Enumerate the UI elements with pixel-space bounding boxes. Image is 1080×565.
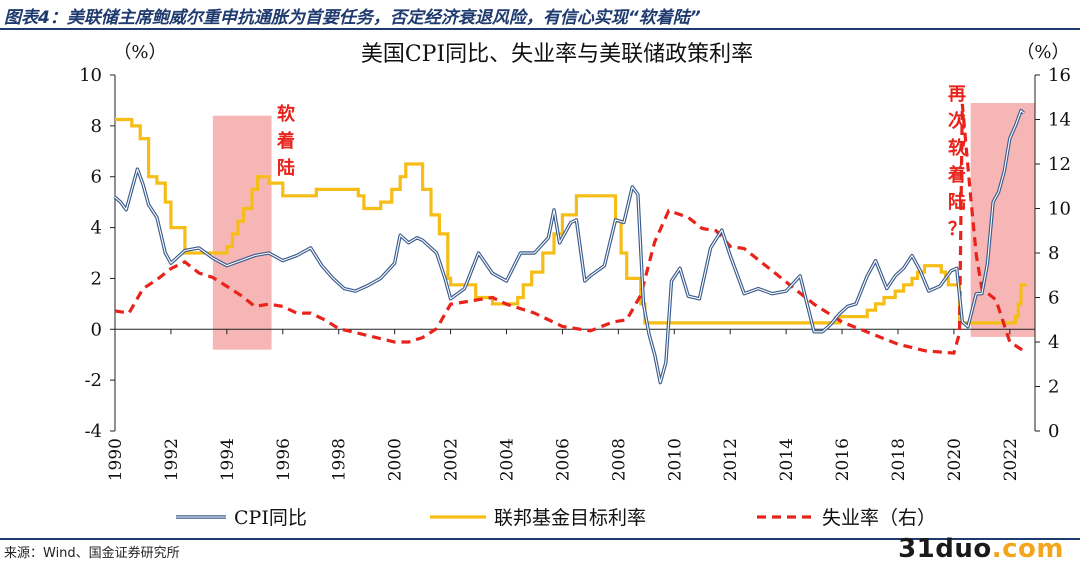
right-tick-label: 16 — [1048, 65, 1071, 86]
x-tick-label: 1994 — [218, 438, 238, 481]
right-tick-label: 8 — [1048, 243, 1059, 264]
legend-unemployment-label: 失业率（右） — [822, 507, 936, 529]
highlight-region-2020s — [970, 102, 1035, 337]
x-tick-label: 2006 — [553, 438, 573, 481]
left-tick-label: 0 — [91, 319, 102, 340]
right-tick-label: 4 — [1048, 332, 1059, 353]
x-tick-label: 2010 — [665, 438, 685, 481]
series-unemployment-rate — [114, 103, 1025, 355]
x-tick-label: 2022 — [1001, 438, 1021, 481]
left-tick-label: -4 — [84, 421, 102, 442]
chart-axes: -4 -2 0 2 4 6 8 10 0 2 4 6 8 10 12 14 16 1990 1992 1994 1996… — [79, 65, 1071, 481]
right-tick-label: 6 — [1048, 288, 1059, 309]
figure-header: 图表4：美联储主席鲍威尔重申抗通胀为首要任务，否定经济衰退风险，有信心实现“软着… — [0, 0, 1080, 30]
x-tick-label: 2020 — [945, 438, 965, 481]
watermark-main: 31duo — [898, 534, 992, 564]
annotation-soft-landing-again: 再 — [948, 84, 966, 105]
annotation-soft-landing: 陆 — [277, 157, 295, 179]
legend-fed-label: 联邦基金目标利率 — [494, 507, 646, 529]
series-fed-funds-rate — [115, 117, 1027, 325]
x-tick-label: 2012 — [721, 438, 741, 481]
x-tick-label: 1992 — [162, 438, 182, 481]
watermark-suffix: .com — [991, 534, 1064, 564]
chart-title: 美国CPI同比、失业率与美联储政策利率 — [361, 42, 753, 67]
annotation-soft-landing-again: 次 — [948, 110, 966, 132]
watermark: 31duo.com — [898, 534, 1064, 564]
right-tick-label: 12 — [1048, 154, 1071, 175]
right-tick-label: 0 — [1048, 421, 1059, 442]
annotation-soft-landing-again: ？ — [948, 219, 966, 240]
right-tick-label: 2 — [1048, 377, 1059, 398]
left-tick-label: 6 — [91, 167, 102, 188]
x-tick-label: 2016 — [833, 438, 853, 481]
left-tick-label: 2 — [91, 268, 102, 289]
x-tick-label: 2000 — [386, 438, 406, 481]
x-tick-label: 2018 — [889, 438, 909, 481]
chart-canvas: 美国CPI同比、失业率与美联储政策利率 （%） （%） -4 -2 0 2 4 6 8 10 0… — [79, 42, 1071, 529]
series-cpi-yoy-inner — [114, 110, 1025, 384]
left-tick-label: -2 — [84, 370, 102, 391]
annotation-soft-landing: 软 — [277, 103, 295, 125]
right-tick-label: 14 — [1048, 110, 1071, 131]
legend-cpi-label: CPI同比 — [234, 507, 307, 529]
highlight-region-1990s — [212, 115, 272, 350]
footer-rule — [0, 538, 1080, 540]
x-tick-label: 2002 — [442, 438, 462, 481]
source-note: 来源：Wind、国金证券研究所 — [4, 546, 180, 561]
x-tick-label: 2004 — [497, 438, 517, 481]
x-tick-label: 1990 — [106, 438, 126, 481]
x-tick-label: 2008 — [609, 438, 629, 481]
annotation-soft-landing-again: 陆 — [948, 191, 966, 213]
x-tick-label: 1996 — [274, 438, 294, 481]
right-tick-label: 10 — [1048, 199, 1071, 220]
annotation-soft-landing-again: 软 — [948, 137, 966, 159]
annotation-soft-landing: 着 — [276, 130, 295, 152]
chart-legend: CPI同比 联邦基金目标利率 失业率（右） — [176, 507, 936, 529]
x-tick-label: 1998 — [330, 438, 350, 481]
left-axis-unit: （%） — [113, 42, 166, 63]
x-tick-label: 2014 — [777, 438, 797, 481]
highlight-regions — [212, 102, 1035, 350]
left-tick-label: 10 — [79, 65, 102, 86]
left-tick-label: 8 — [91, 116, 102, 137]
left-tick-label: 4 — [91, 218, 102, 239]
annotation-soft-landing-again: 着 — [947, 164, 966, 186]
right-axis-unit: （%） — [1016, 42, 1069, 63]
chart-series — [113, 103, 1027, 385]
figure-title: 图表4：美联储主席鲍威尔重申抗通胀为首要任务，否定经济衰退风险，有信心实现“软着… — [4, 8, 701, 28]
